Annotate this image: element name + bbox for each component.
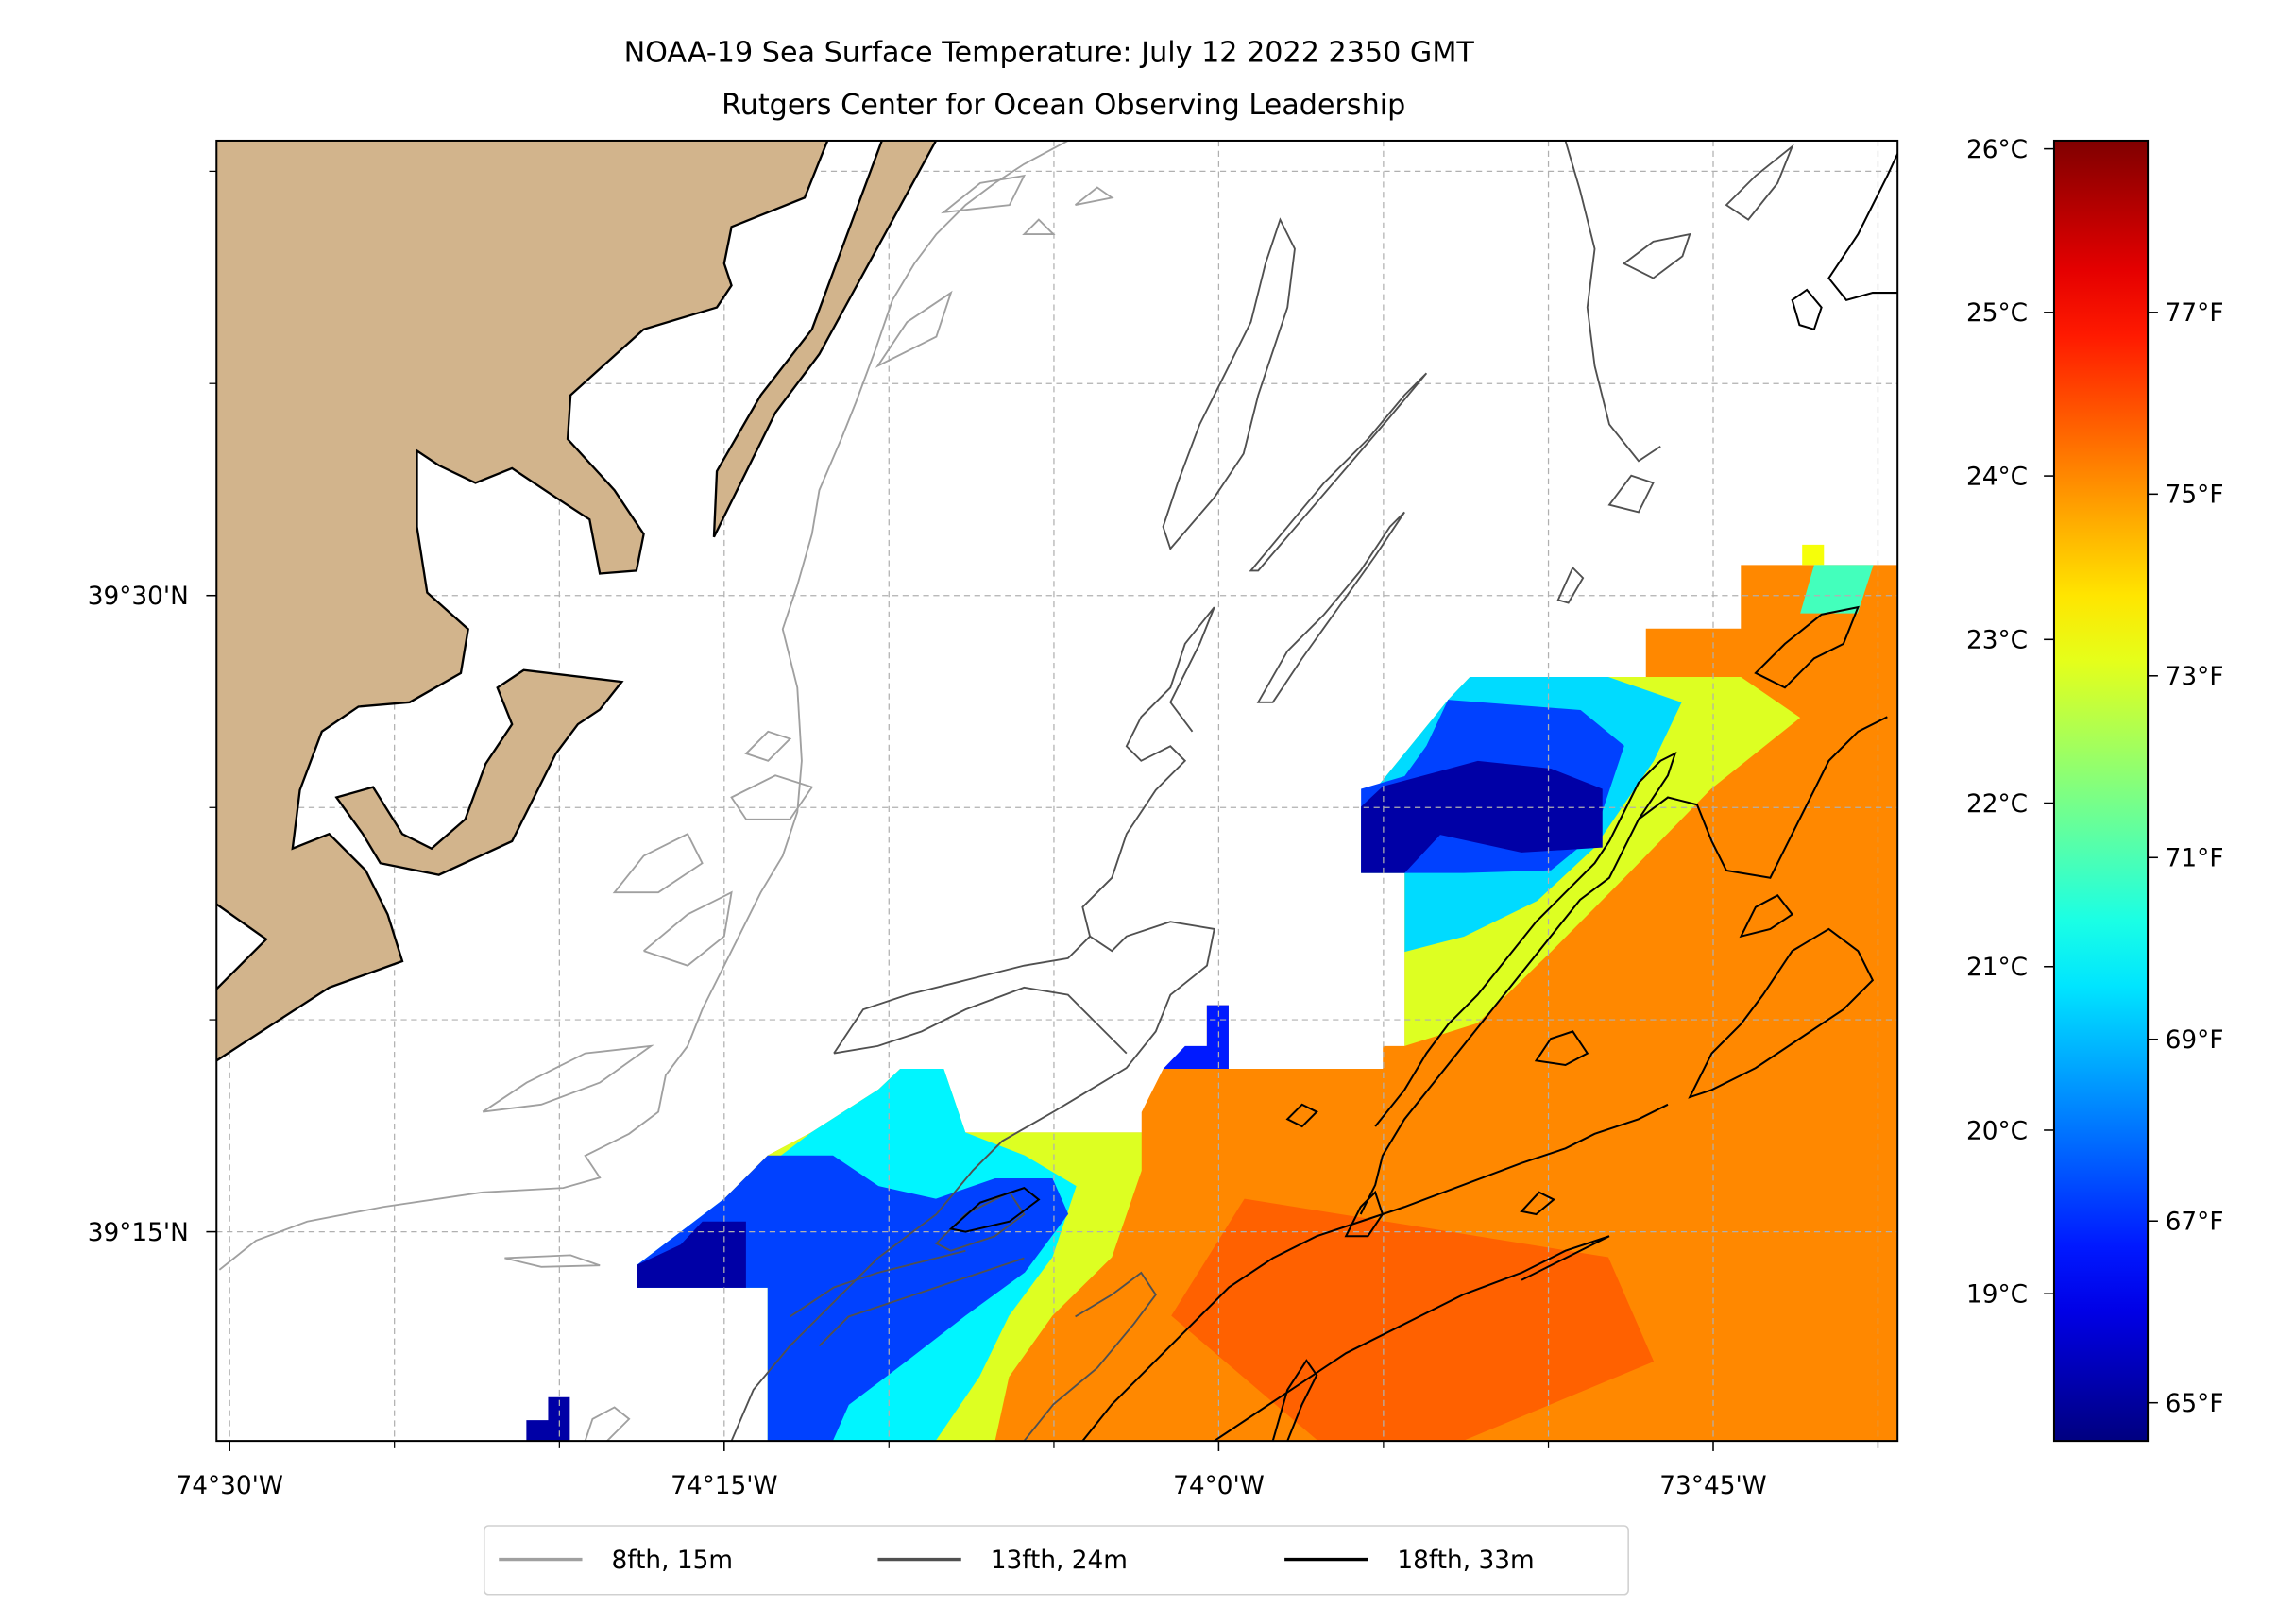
legend-label: 18fth, 33m [1397, 1547, 1534, 1575]
colorbar-celsius-label: 22°C [1966, 790, 2028, 819]
sst-region-nearshore-cold-pixels [1163, 1005, 1229, 1070]
y-tick-label: 39°15'N [88, 1219, 189, 1247]
mainland-new-jersey [216, 140, 829, 1062]
legend-label: 8fth, 15m [612, 1547, 733, 1575]
colorbar-ticks: 26°C 25°C 24°C 23°C 22°C 21°C 20°C 19°C 77°F 75°F… [1966, 136, 2223, 1418]
colorbar-celsius-label: 24°C [1966, 463, 2028, 491]
colorbar-fahrenheit-label: 69°F [2166, 1026, 2224, 1055]
barrier-island [712, 140, 938, 538]
sst-region-east-eddy-core [1361, 760, 1603, 873]
sst-region-top-bump [1802, 544, 1825, 566]
colorbar-fahrenheit-label: 75°F [2166, 482, 2224, 510]
x-tick-label: 74°30'W [176, 1472, 282, 1500]
legend-item-13fth: 13fth, 24m [877, 1547, 1128, 1575]
sst-region-top-green-patch [1800, 565, 1874, 614]
colorbar-fahrenheit-label: 71°F [2166, 845, 2224, 873]
colorbar-celsius-label: 26°C [1966, 136, 2028, 164]
axis-ticks: 74°30'W 74°15'W 74°0'W 73°45'W 39°30'N 39°15'… [88, 170, 1879, 1500]
colorbar-celsius-label: 21°C [1966, 954, 2028, 982]
legend-item-18fth: 18fth, 33m [1284, 1547, 1535, 1575]
sst-region-isolated-cold-pixels [526, 1396, 570, 1441]
sst-region-west-core [637, 1221, 746, 1288]
colorbar-fahrenheit-label: 67°F [2166, 1209, 2224, 1237]
colorbar-fahrenheit-label: 77°F [2166, 299, 2224, 328]
colorbar-fahrenheit-label: 73°F [2166, 663, 2224, 691]
x-tick-label: 74°0'W [1173, 1472, 1265, 1500]
peninsula [334, 668, 624, 876]
map-frame [215, 139, 1899, 1443]
colorbar-celsius-label: 25°C [1966, 299, 2028, 328]
sst-heatmap [526, 544, 1897, 1441]
title-line-1: NOAA-19 Sea Surface Temperature: July 12… [624, 36, 1475, 69]
legend: 8fth, 15m 13fth, 24m 18fth, 33m [483, 1525, 1629, 1596]
legend-item-8fth: 8fth, 15m [499, 1547, 733, 1575]
bathymetry-13fth-contour [730, 140, 1794, 1442]
land [216, 140, 938, 1062]
x-tick-label: 74°15'W [671, 1472, 777, 1500]
colorbar-celsius-label: 23°C [1966, 627, 2028, 655]
colorbar-fahrenheit-label: 65°F [2166, 1390, 2224, 1418]
y-tick-label: 39°30'N [88, 583, 189, 611]
x-tick-label: 73°45'W [1659, 1472, 1766, 1500]
title-line-2: Rutgers Center for Ocean Observing Leade… [722, 89, 1405, 122]
legend-label: 13fth, 24m [991, 1547, 1128, 1575]
colorbar-gradient [2052, 139, 2150, 1443]
bathymetry-8fth-contour [218, 140, 1114, 1442]
colorbar: 26°C 25°C 24°C 23°C 22°C 21°C 20°C 19°C 77°F 75°F… [1966, 136, 2223, 1443]
colorbar-celsius-label: 20°C [1966, 1117, 2028, 1145]
colorbar-celsius-label: 19°C [1966, 1281, 2028, 1310]
bathymetry-18fth-contour [948, 153, 1898, 1442]
map-axes [216, 140, 1898, 1442]
